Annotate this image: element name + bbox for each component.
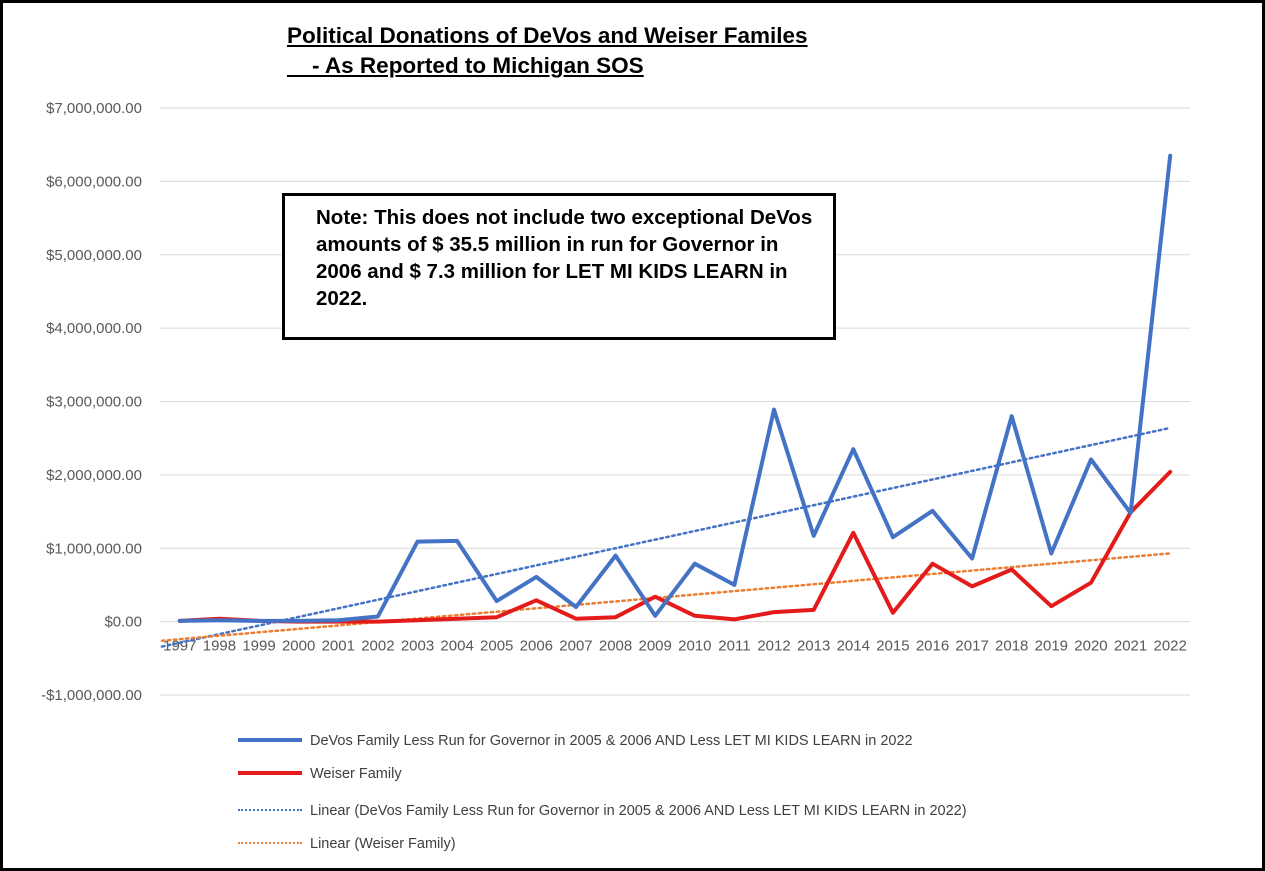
x-tick-label-2016: 2016 <box>916 638 949 655</box>
legend-swatch-devos <box>238 738 302 742</box>
x-tick-label-2009: 2009 <box>639 638 672 655</box>
x-tick-label-2012: 2012 <box>757 638 790 655</box>
x-tick-label-2010: 2010 <box>678 638 711 655</box>
legend-label-weiser-trend: Linear (Weiser Family) <box>310 836 456 852</box>
y-tick-label-4: $3,000,000.00 <box>46 394 142 411</box>
x-tick-label-2000: 2000 <box>282 638 315 655</box>
legend-label-devos: DeVos Family Less Run for Governor in 20… <box>310 733 913 749</box>
x-tick-label-2017: 2017 <box>955 638 988 655</box>
x-tick-label-2007: 2007 <box>559 638 592 655</box>
x-tick-label-2013: 2013 <box>797 638 830 655</box>
x-tick-label-2001: 2001 <box>322 638 355 655</box>
y-tick-label-0: -$1,000,000.00 <box>41 687 142 704</box>
legend-swatch-weiser-trend <box>238 842 302 844</box>
y-tick-label-3: $2,000,000.00 <box>46 467 142 484</box>
x-tick-label-2006: 2006 <box>520 638 553 655</box>
x-tick-label-2019: 2019 <box>1035 638 1068 655</box>
x-tick-label-2018: 2018 <box>995 638 1028 655</box>
x-tick-label-2011: 2011 <box>718 638 750 655</box>
series-line-weiser <box>177 469 1173 624</box>
y-tick-label-6: $5,000,000.00 <box>46 247 142 264</box>
x-tick-label-2002: 2002 <box>361 638 394 655</box>
note-text: Note: This does not include two exceptio… <box>316 206 813 310</box>
x-tick-label-1999: 1999 <box>242 638 275 655</box>
trendline-weiser <box>160 552 1172 642</box>
y-tick-label-1: $0.00 <box>104 614 142 631</box>
chart-title-line-1: Political Donations of DeVos and Weiser … <box>287 23 808 48</box>
legend-swatch-devos-trend <box>238 809 302 811</box>
x-tick-label-2020: 2020 <box>1074 638 1107 655</box>
legend-swatch-weiser <box>238 771 302 775</box>
x-tick-label-2004: 2004 <box>440 638 473 655</box>
x-tick-label-2008: 2008 <box>599 638 632 655</box>
y-tick-label-8: $7,000,000.00 <box>46 100 142 117</box>
y-tick-label-7: $6,000,000.00 <box>46 173 142 190</box>
x-tick-label-2015: 2015 <box>876 638 909 655</box>
note-annotation: Note: This does not include two exceptio… <box>282 193 836 340</box>
x-tick-label-1998: 1998 <box>203 638 236 655</box>
x-tick-label-2014: 2014 <box>837 638 870 655</box>
x-tick-label-2022: 2022 <box>1154 638 1187 655</box>
x-tick-label-2003: 2003 <box>401 638 434 655</box>
chart-title-line-2: - As Reported to Michigan SOS <box>287 53 644 78</box>
x-tick-label-2005: 2005 <box>480 638 513 655</box>
y-tick-label-2: $1,000,000.00 <box>46 540 142 557</box>
legend-label-weiser: Weiser Family <box>310 766 402 782</box>
y-tick-label-5: $4,000,000.00 <box>46 320 142 337</box>
legend-label-devos-trend: Linear (DeVos Family Less Run for Govern… <box>310 803 967 819</box>
x-tick-label-2021: 2021 <box>1114 638 1147 655</box>
series-line-devos <box>177 153 1173 623</box>
trendline-devos <box>160 426 1172 648</box>
